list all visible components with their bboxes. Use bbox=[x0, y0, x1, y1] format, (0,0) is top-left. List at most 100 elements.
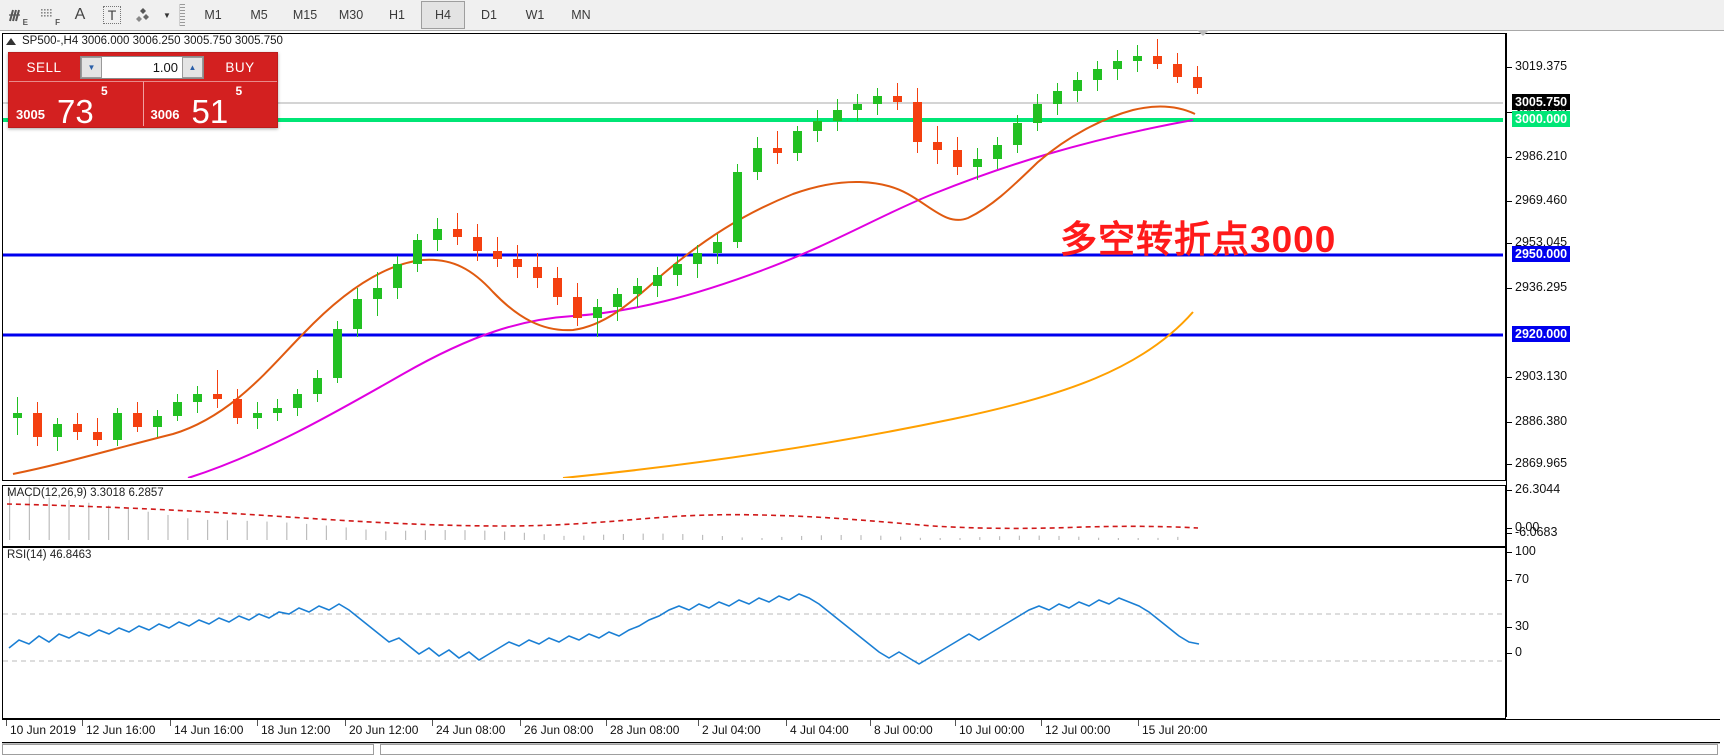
buy-quote[interactable]: 3006 51 5 bbox=[142, 81, 277, 130]
macd-bar bbox=[1177, 536, 1179, 540]
price-tick bbox=[1507, 112, 1512, 113]
price-label-2920.000[interactable]: 2920.000 bbox=[1512, 326, 1571, 342]
price-label-3005.750[interactable]: 3005.750 bbox=[1512, 94, 1571, 110]
scroll-segment-2[interactable] bbox=[380, 744, 1718, 755]
price-tick bbox=[1507, 627, 1512, 628]
candle-body bbox=[133, 413, 142, 427]
timeframe-mn[interactable]: MN bbox=[571, 8, 591, 22]
trade-panel-top-row: SELL ▼ 1.00 ▲ BUY bbox=[9, 53, 277, 81]
candle-body bbox=[533, 266, 542, 278]
macd-bar bbox=[979, 537, 981, 540]
one-click-trading-panel[interactable]: SELL ▼ 1.00 ▲ BUY 3005 73 5 3006 51 5 bbox=[8, 52, 278, 128]
macd-bar bbox=[860, 535, 862, 540]
buy-price-integer: 3006 bbox=[150, 107, 180, 122]
sell-quote[interactable]: 3005 73 5 bbox=[9, 81, 143, 128]
candle-body bbox=[1033, 104, 1042, 124]
candle-body bbox=[253, 413, 262, 419]
macd-bar bbox=[741, 537, 743, 540]
price-label-2969.460: 2969.460 bbox=[1515, 193, 1568, 207]
time-label: 26 Jun 08:00 bbox=[524, 723, 594, 737]
timeframe-m1[interactable]: M1 bbox=[204, 8, 222, 22]
price-scale[interactable]: 3019.3753005.7503002.6253000.0002986.210… bbox=[1506, 33, 1721, 717]
timeframe-m30[interactable]: M30 bbox=[338, 8, 364, 22]
candle-body bbox=[893, 96, 902, 102]
macd-bar bbox=[1078, 536, 1080, 540]
text-box-icon[interactable]: T bbox=[97, 2, 127, 28]
grid-f-icon[interactable]: F bbox=[33, 2, 63, 28]
price-tick bbox=[1507, 490, 1512, 491]
macd-bar bbox=[880, 535, 882, 540]
objects-dropdown-caret-icon[interactable]: ▼ bbox=[163, 10, 171, 20]
candlestick-series bbox=[3, 34, 1503, 478]
candle-wick bbox=[456, 212, 459, 246]
time-tick bbox=[786, 720, 787, 726]
time-label: 4 Jul 04:00 bbox=[790, 723, 849, 737]
candle-body bbox=[1053, 90, 1062, 105]
text-label-icon[interactable]: A bbox=[65, 2, 95, 28]
volume-increment-icon[interactable]: ▲ bbox=[182, 56, 203, 78]
candle-body bbox=[513, 258, 522, 267]
macd-bar bbox=[523, 532, 525, 540]
sell-button[interactable]: SELL bbox=[26, 59, 62, 75]
volume-stepper[interactable]: ▼ 1.00 ▲ bbox=[80, 55, 204, 79]
chart-area: 多空转折点3000 MACD(12,26,9) 3.3018 6.2857 RS… bbox=[2, 33, 1721, 755]
price-tick bbox=[1507, 201, 1512, 202]
time-tick bbox=[82, 720, 83, 726]
candle-body bbox=[213, 394, 222, 400]
macd-bar bbox=[939, 538, 941, 540]
candle-body bbox=[1073, 80, 1082, 91]
volume-decrement-icon[interactable]: ▼ bbox=[81, 56, 102, 78]
price-label-3000.000[interactable]: 3000.000 bbox=[1512, 111, 1571, 127]
buy-button[interactable]: BUY bbox=[225, 59, 255, 75]
macd-bar bbox=[959, 538, 961, 540]
timeframe-h4[interactable]: H4 bbox=[421, 1, 465, 29]
candle-body bbox=[373, 288, 382, 300]
candle-wick bbox=[776, 131, 779, 164]
time-scale[interactable]: 10 Jun 2019 12 Jun 16:00 14 Jun 16:00 18 Ju… bbox=[2, 719, 1720, 743]
timeframe-m5[interactable]: M5 bbox=[250, 8, 268, 22]
timeframe-m15[interactable]: M15 bbox=[292, 8, 318, 22]
timeframe-w1[interactable]: W1 bbox=[525, 8, 545, 22]
sell-price-fraction: 5 bbox=[101, 84, 108, 98]
rsi-pane[interactable]: RSI(14) 46.8463 bbox=[2, 547, 1506, 719]
time-label: 12 Jun 16:00 bbox=[86, 723, 156, 737]
price-label-2936.295: 2936.295 bbox=[1515, 280, 1568, 294]
candle-body bbox=[353, 299, 362, 330]
volume-input[interactable]: 1.00 bbox=[152, 59, 178, 75]
timeframe-h1[interactable]: H1 bbox=[389, 8, 405, 22]
price-tick bbox=[1507, 653, 1512, 654]
candle-body bbox=[573, 296, 582, 319]
price-label-2903.130: 2903.130 bbox=[1515, 369, 1568, 383]
macd-signal-line bbox=[6, 503, 1199, 530]
buy-price-major: 51 bbox=[191, 93, 229, 130]
candle-body bbox=[1153, 55, 1162, 64]
macd-histogram bbox=[9, 492, 1179, 540]
pane-collapse-icon[interactable] bbox=[1197, 30, 1209, 36]
rsi-scale-100: 100 bbox=[1515, 544, 1536, 558]
candle-body bbox=[693, 253, 702, 265]
scroll-segment-1[interactable] bbox=[2, 744, 374, 755]
time-tick bbox=[1138, 720, 1139, 726]
collapse-triangle-icon[interactable] bbox=[6, 37, 16, 45]
horizontal-scrollbar[interactable] bbox=[2, 743, 1720, 755]
rsi-scale-0: 0 bbox=[1515, 645, 1522, 659]
candle-body bbox=[673, 264, 682, 275]
macd-bar bbox=[820, 535, 822, 540]
candle-body bbox=[793, 131, 802, 154]
macd-bar bbox=[1137, 538, 1139, 540]
candle-body bbox=[713, 242, 722, 254]
price-label-2986.210: 2986.210 bbox=[1515, 149, 1568, 163]
price-tick bbox=[1507, 528, 1512, 529]
candle-body bbox=[73, 423, 82, 432]
candle-body bbox=[493, 250, 502, 259]
price-label-2950.000[interactable]: 2950.000 bbox=[1512, 246, 1571, 262]
time-label: 28 Jun 08:00 bbox=[610, 723, 680, 737]
macd-pane[interactable]: MACD(12,26,9) 3.3018 6.2857 bbox=[2, 485, 1506, 547]
objects-icon[interactable] bbox=[129, 2, 159, 28]
candle-body bbox=[33, 413, 42, 438]
macd-bar bbox=[1018, 535, 1020, 540]
timeframe-d1[interactable]: D1 bbox=[481, 8, 497, 22]
bar-chart-e-icon[interactable]: E bbox=[1, 2, 31, 28]
time-label: 20 Jun 12:00 bbox=[349, 723, 419, 737]
time-tick bbox=[698, 720, 699, 726]
